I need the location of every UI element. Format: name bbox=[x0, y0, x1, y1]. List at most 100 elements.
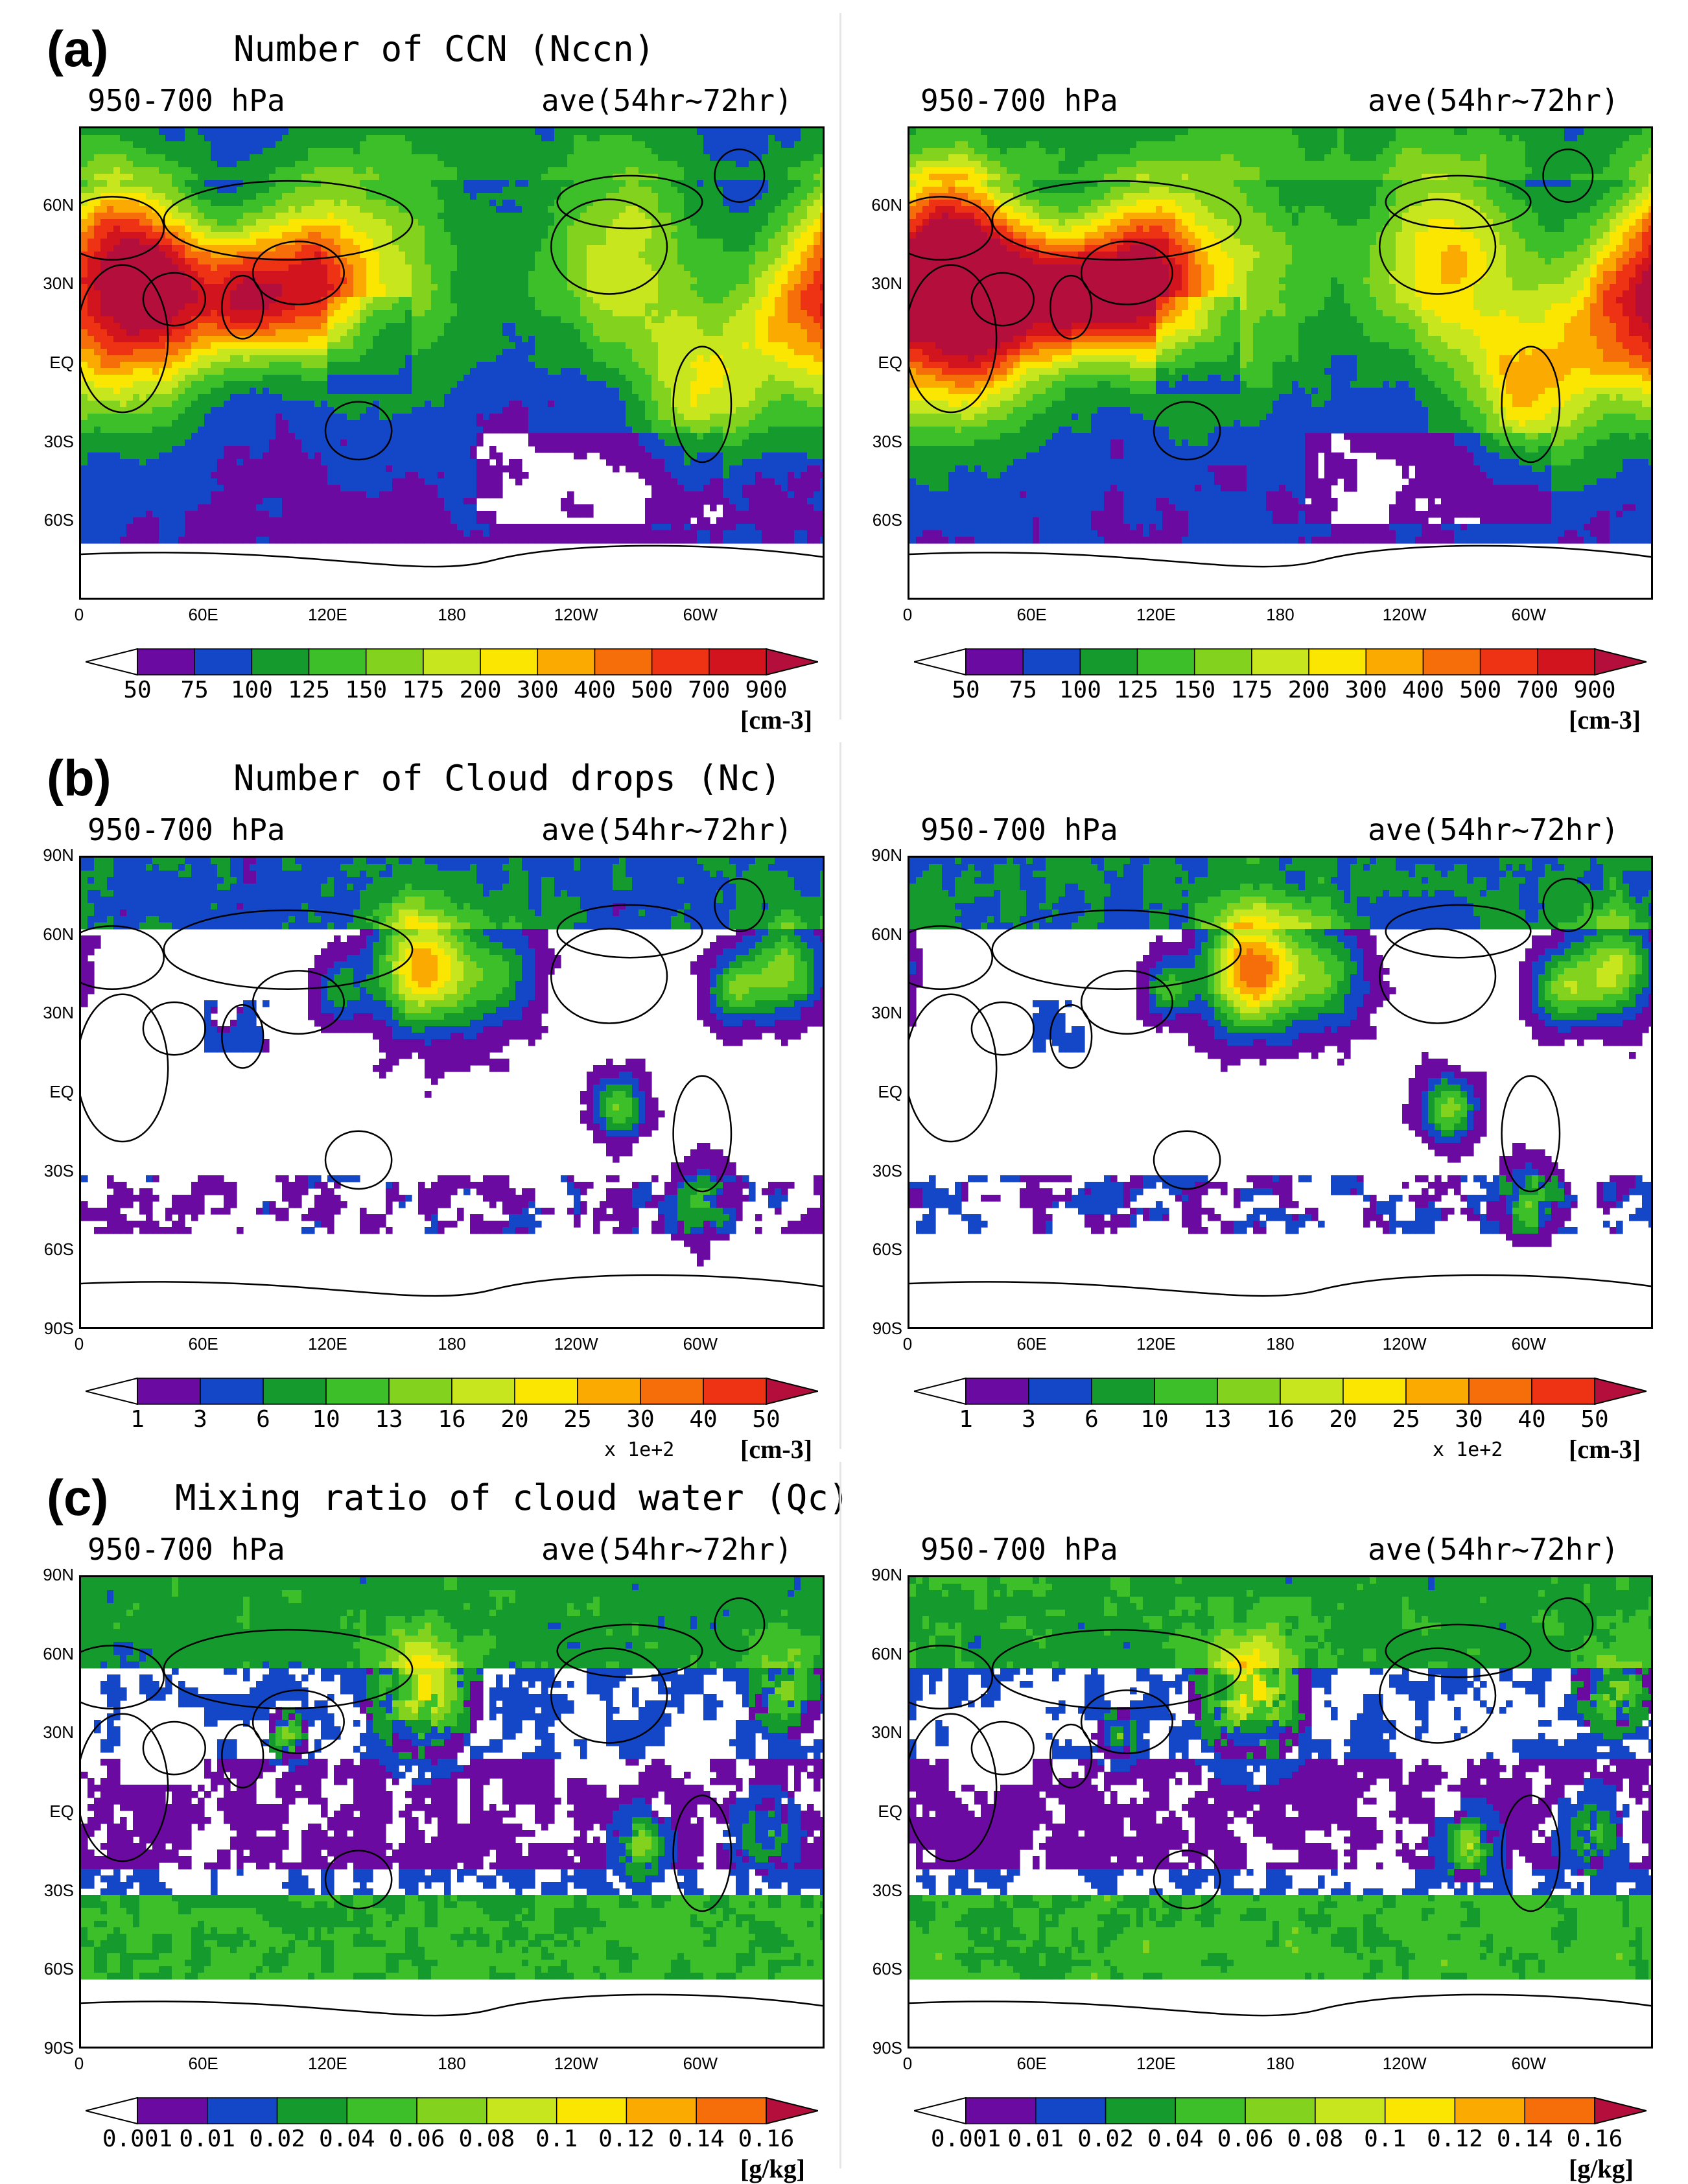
field-cell bbox=[444, 128, 451, 135]
field-cell bbox=[334, 368, 341, 375]
field-cell bbox=[548, 303, 555, 311]
field-cell bbox=[528, 277, 535, 285]
field-cell bbox=[321, 239, 328, 246]
field-cell bbox=[431, 219, 438, 226]
field-cell bbox=[496, 161, 503, 168]
field-cell bbox=[684, 239, 691, 246]
field-cell bbox=[535, 297, 542, 304]
field-cell bbox=[463, 252, 471, 259]
field-cell bbox=[755, 349, 762, 356]
field-cell bbox=[639, 310, 646, 317]
field-cell bbox=[807, 148, 814, 155]
field-cell bbox=[697, 167, 704, 174]
field-cell bbox=[522, 271, 529, 278]
field-cell bbox=[606, 271, 613, 278]
field-cell bbox=[211, 375, 218, 382]
field-cell bbox=[671, 174, 678, 181]
field-cell bbox=[541, 271, 548, 278]
field-cell bbox=[275, 375, 283, 382]
field-cell bbox=[587, 310, 594, 317]
field-cell bbox=[755, 135, 762, 142]
field-cell bbox=[567, 252, 574, 259]
field-cell bbox=[470, 252, 477, 259]
field-cell bbox=[191, 303, 198, 311]
field-cell bbox=[321, 187, 328, 194]
field-cell bbox=[295, 290, 302, 298]
field-cell bbox=[489, 245, 497, 252]
field-cell bbox=[438, 303, 445, 311]
field-cell bbox=[275, 252, 283, 259]
field-cell bbox=[723, 329, 730, 336]
field-cell bbox=[107, 394, 114, 401]
field-cell bbox=[639, 148, 646, 155]
field-cell bbox=[100, 232, 108, 239]
field-cell bbox=[664, 193, 672, 200]
field-cell bbox=[94, 161, 101, 168]
field-cell bbox=[632, 355, 639, 362]
field-cell bbox=[814, 388, 821, 395]
field-cell bbox=[438, 154, 445, 161]
field-cell bbox=[807, 161, 814, 168]
field-cell bbox=[645, 355, 652, 362]
field-cell bbox=[224, 239, 231, 246]
field-cell bbox=[191, 232, 198, 239]
field-cell bbox=[788, 245, 795, 252]
field-cell bbox=[269, 323, 276, 330]
field-cell bbox=[457, 219, 464, 226]
field-cell bbox=[554, 290, 561, 298]
field-cell bbox=[269, 206, 276, 213]
field-cell bbox=[314, 271, 322, 278]
field-cell bbox=[94, 200, 101, 207]
field-cell bbox=[703, 401, 710, 408]
field-cell bbox=[489, 180, 497, 187]
field-cell bbox=[412, 316, 419, 323]
field-cell bbox=[541, 128, 548, 135]
field-cell bbox=[788, 290, 795, 298]
field-cell bbox=[159, 258, 166, 265]
field-cell bbox=[690, 239, 697, 246]
field-cell bbox=[204, 219, 211, 226]
field-cell bbox=[768, 401, 775, 408]
field-cell bbox=[256, 349, 263, 356]
field-cell bbox=[288, 167, 296, 174]
field-cell bbox=[645, 135, 652, 142]
field-cell bbox=[386, 323, 393, 330]
field-cell bbox=[749, 206, 756, 213]
field-cell bbox=[729, 213, 736, 220]
field-cell bbox=[133, 187, 140, 194]
field-cell bbox=[677, 232, 685, 239]
field-cell bbox=[191, 258, 198, 265]
field-cell bbox=[580, 336, 587, 343]
field-cell bbox=[159, 388, 166, 395]
field-cell bbox=[664, 271, 672, 278]
field-cell bbox=[509, 381, 516, 388]
field-cell bbox=[107, 148, 114, 155]
field-cell bbox=[217, 271, 224, 278]
field-cell bbox=[301, 213, 309, 220]
field-cell bbox=[476, 206, 484, 213]
field-cell bbox=[100, 174, 108, 181]
field-cell bbox=[690, 329, 697, 336]
field-cell bbox=[814, 135, 821, 142]
field-cell bbox=[431, 381, 438, 388]
field-cell bbox=[535, 148, 542, 155]
field-cell bbox=[716, 323, 723, 330]
field-cell bbox=[301, 388, 309, 395]
field-cell bbox=[716, 297, 723, 304]
field-cell bbox=[548, 148, 555, 155]
field-cell bbox=[528, 362, 535, 369]
field-cell bbox=[191, 355, 198, 362]
field-cell bbox=[256, 303, 263, 311]
field-cell bbox=[626, 388, 633, 395]
field-cell bbox=[587, 362, 594, 369]
field-cell bbox=[781, 161, 788, 168]
field-cell bbox=[541, 342, 548, 349]
field-cell bbox=[762, 154, 769, 161]
field-cell bbox=[470, 200, 477, 207]
field-cell bbox=[626, 394, 633, 401]
field-cell bbox=[204, 148, 211, 155]
field-cell bbox=[483, 200, 490, 207]
field-cell bbox=[405, 187, 412, 194]
field-cell bbox=[107, 362, 114, 369]
field-cell bbox=[139, 362, 147, 369]
